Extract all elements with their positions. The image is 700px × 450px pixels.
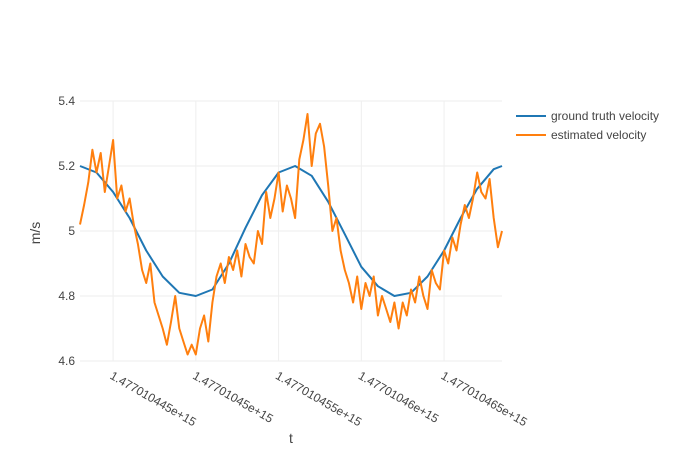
legend-label-estimated: estimated velocity xyxy=(551,128,646,142)
y-tick-label: 5.4 xyxy=(58,94,75,108)
y-tick-label: 4.8 xyxy=(58,289,75,303)
legend: ground truth velocity estimated velocity xyxy=(516,109,659,142)
legend-item-estimated[interactable]: estimated velocity xyxy=(516,128,646,142)
y-axis-title: m/s xyxy=(27,222,43,245)
x-tick-label: 1.47701046e+15 xyxy=(356,368,442,426)
legend-label-ground-truth: ground truth velocity xyxy=(551,109,659,123)
y-tick-labels: 4.6 4.8 5 5.2 5.4 xyxy=(58,94,75,368)
x-tick-label: 1.477010445e+15 xyxy=(108,368,199,429)
grid-lines xyxy=(80,100,502,362)
y-tick-label: 5 xyxy=(68,224,75,238)
plot-series xyxy=(79,113,503,356)
x-axis-title: t xyxy=(289,430,293,446)
y-tick-label: 5.2 xyxy=(58,159,75,173)
estimated-velocity-line[interactable] xyxy=(79,113,503,356)
x-tick-label: 1.47701045e+15 xyxy=(190,368,276,426)
legend-item-ground-truth[interactable]: ground truth velocity xyxy=(516,109,659,123)
x-tick-label: 1.477010455e+15 xyxy=(273,368,364,429)
x-tick-label: 1.477010465e+15 xyxy=(439,368,530,429)
y-tick-label: 4.6 xyxy=(58,354,75,368)
ground-truth-velocity-line[interactable] xyxy=(79,165,503,297)
x-tick-labels: 1.477010445e+151.47701045e+151.477010455… xyxy=(108,368,530,429)
